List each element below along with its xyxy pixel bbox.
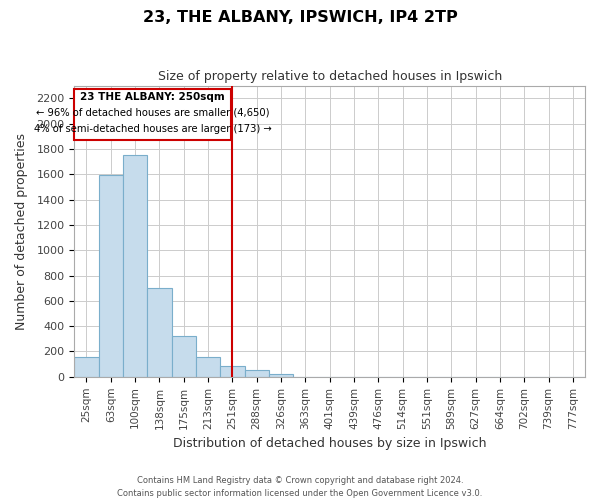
Y-axis label: Number of detached properties: Number of detached properties bbox=[15, 132, 28, 330]
Bar bbox=[147, 288, 172, 377]
Bar bbox=[245, 370, 269, 377]
Bar bbox=[172, 336, 196, 377]
Text: 23 THE ALBANY: 250sqm: 23 THE ALBANY: 250sqm bbox=[80, 92, 225, 102]
Text: 4% of semi-detached houses are larger (173) →: 4% of semi-detached houses are larger (1… bbox=[34, 124, 272, 134]
FancyBboxPatch shape bbox=[74, 90, 231, 140]
Bar bbox=[74, 356, 98, 377]
Text: 23, THE ALBANY, IPSWICH, IP4 2TP: 23, THE ALBANY, IPSWICH, IP4 2TP bbox=[143, 10, 457, 25]
Bar bbox=[269, 374, 293, 377]
Text: Contains HM Land Registry data © Crown copyright and database right 2024.
Contai: Contains HM Land Registry data © Crown c… bbox=[118, 476, 482, 498]
Bar bbox=[220, 366, 245, 377]
Bar bbox=[98, 176, 123, 377]
X-axis label: Distribution of detached houses by size in Ipswich: Distribution of detached houses by size … bbox=[173, 437, 487, 450]
Bar bbox=[123, 155, 147, 377]
Text: ← 96% of detached houses are smaller (4,650): ← 96% of detached houses are smaller (4,… bbox=[36, 107, 269, 117]
Title: Size of property relative to detached houses in Ipswich: Size of property relative to detached ho… bbox=[158, 70, 502, 83]
Bar bbox=[196, 356, 220, 377]
